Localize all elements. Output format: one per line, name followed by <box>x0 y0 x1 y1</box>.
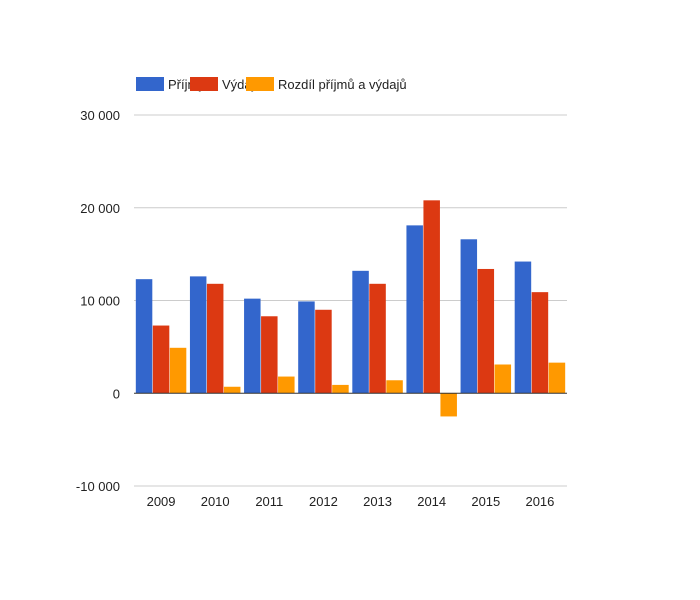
y-tick-label: 0 <box>113 386 120 401</box>
x-axis-tick-labels: 2009 2010 2011 2012 2013 2014 2015 2016 <box>147 494 555 509</box>
bar-2-1[interactable] <box>223 386 241 394</box>
y-tick-label: 20 000 <box>80 201 120 216</box>
bar-2-6[interactable] <box>494 364 512 394</box>
x-tick-label: 2016 <box>525 494 554 509</box>
bar-2-2[interactable] <box>278 376 295 394</box>
bar-2-3[interactable] <box>332 384 349 394</box>
bar-2-5[interactable] <box>440 393 457 417</box>
bar-1-1[interactable] <box>206 283 224 394</box>
bar-1-2[interactable] <box>261 316 278 394</box>
bar-2-7[interactable] <box>548 362 566 394</box>
x-tick-label: 2014 <box>417 494 446 509</box>
legend-label: Rozdíl příjmů a výdajů <box>278 77 407 92</box>
x-tick-label: 2013 <box>363 494 392 509</box>
bar-1-0[interactable] <box>152 325 170 394</box>
bar-1-7[interactable] <box>531 292 549 394</box>
bar-2-4[interactable] <box>386 380 403 394</box>
x-tick-label: 2011 <box>255 494 283 509</box>
y-tick-label: -10 000 <box>76 479 120 494</box>
bar-2-0[interactable] <box>169 347 187 394</box>
x-tick-label: 2012 <box>309 494 338 509</box>
legend[interactable]: Příjmy Výdaje Rozdíl příjmů a výdajů <box>136 77 407 92</box>
bar-0-3[interactable] <box>298 301 315 394</box>
bar-0-5[interactable] <box>406 225 423 394</box>
y-axis-tick-labels: -10 000 0 10 000 20 000 30 000 <box>76 108 120 494</box>
x-tick-label: 2015 <box>471 494 500 509</box>
bar-1-4[interactable] <box>369 283 386 394</box>
legend-swatch <box>246 77 274 91</box>
bar-1-6[interactable] <box>477 268 495 394</box>
bar-0-2[interactable] <box>244 298 261 394</box>
y-tick-label: 10 000 <box>80 294 120 309</box>
bar-1-3[interactable] <box>315 309 332 394</box>
legend-swatch <box>136 77 164 91</box>
bar-0-0[interactable] <box>135 279 153 394</box>
x-tick-label: 2010 <box>201 494 230 509</box>
bars <box>135 200 566 417</box>
legend-item[interactable]: Rozdíl příjmů a výdajů <box>246 77 407 92</box>
bar-0-7[interactable] <box>514 261 532 394</box>
y-tick-label: 30 000 <box>80 108 120 123</box>
bar-0-6[interactable] <box>460 239 478 394</box>
legend-swatch <box>190 77 218 91</box>
bar-0-4[interactable] <box>352 270 369 394</box>
x-tick-label: 2009 <box>147 494 176 509</box>
bar-1-5[interactable] <box>423 200 440 394</box>
bar-0-1[interactable] <box>189 276 207 394</box>
